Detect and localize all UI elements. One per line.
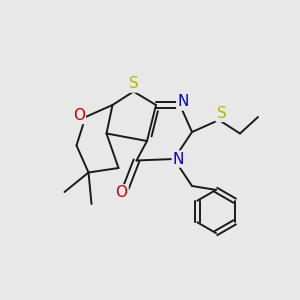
Text: S: S	[217, 106, 226, 121]
Text: O: O	[116, 185, 128, 200]
Text: N: N	[173, 152, 184, 166]
Text: N: N	[177, 94, 189, 110]
Text: O: O	[73, 108, 85, 123]
Text: S: S	[129, 76, 138, 92]
